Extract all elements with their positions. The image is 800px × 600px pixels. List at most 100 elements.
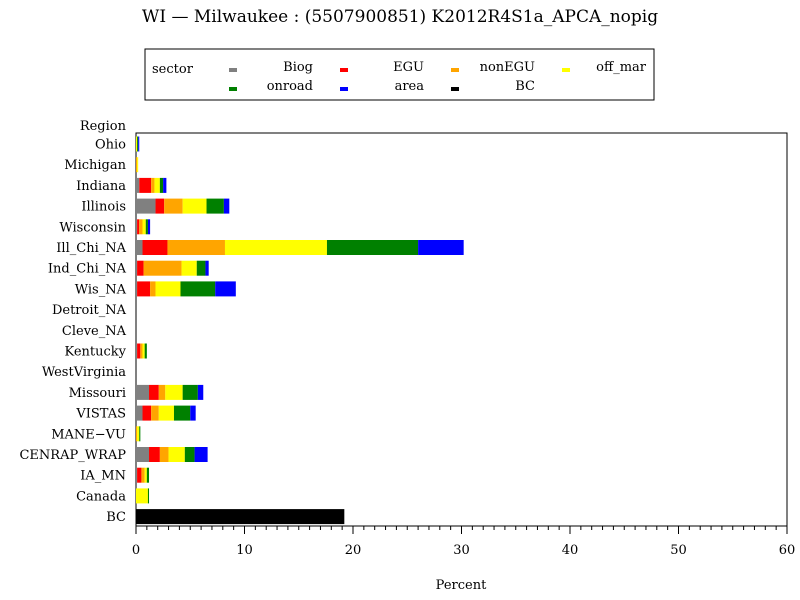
x-tick-label: 20 (345, 543, 362, 558)
category-label: Detroit_NA (52, 303, 127, 318)
legend-label: nonEGU (480, 60, 535, 75)
bar-segment-area (418, 240, 464, 255)
bar-segment-biog (136, 447, 150, 462)
bar-segment-area (215, 281, 236, 297)
bar-segment-onroad (146, 467, 150, 483)
category-labels: Ohio Michigan Indiana Illinois Wisconsin Ill_… (19, 138, 126, 526)
category-label: Indiana (76, 179, 126, 194)
category-label: IA_MN (80, 469, 126, 484)
bar-segment-nonegu (151, 177, 155, 193)
bar-segment-onroad (184, 447, 195, 462)
x-tick-label: 30 (453, 543, 470, 558)
bar-segment-off_mar (137, 157, 139, 173)
x-tick-label: 60 (779, 543, 796, 558)
bar-segment-biog (136, 198, 156, 214)
category-label: Wis_NA (75, 282, 127, 297)
legend-swatch-bc (451, 87, 459, 91)
bar-segment-biog (136, 240, 143, 255)
plot-frame (135, 132, 788, 527)
x-tick-label: 50 (670, 543, 687, 558)
bar-segment-biog (136, 467, 138, 483)
bar-segment-nonegu (143, 260, 182, 276)
bar-segment-area (197, 384, 204, 400)
legend-box (144, 48, 655, 101)
bar-segment-area (138, 136, 140, 152)
category-label: Canada (76, 489, 126, 504)
legend-swatch-area (340, 87, 348, 91)
bar-segment-off_mar (142, 219, 146, 235)
bar-segment-area (223, 198, 230, 214)
x-tick-label: 40 (562, 543, 579, 558)
bar-segment-area (194, 447, 208, 462)
legend-swatch-biog (229, 68, 237, 72)
category-label: WestVirginia (42, 365, 126, 380)
bar-segment-onroad (206, 198, 224, 214)
bar-segment-nonegu (141, 467, 145, 483)
category-label: Illinois (81, 200, 126, 215)
bar-segment-off_mar (168, 447, 185, 462)
bar-segment-egu (137, 260, 144, 276)
bar-segment-nonegu (140, 343, 143, 359)
bar-segment-egu (137, 281, 151, 297)
legend-label: area (395, 79, 425, 94)
x-axis: 0 10 20 30 40 50 60 (132, 526, 795, 558)
bar-segment-off_mar (155, 281, 181, 297)
bar-segment-off_mar (182, 198, 207, 214)
x-tick-label: 10 (236, 543, 253, 558)
legend-label: onroad (267, 79, 313, 94)
bar-segment-off_mar (224, 240, 327, 255)
bar-segment-biog (136, 384, 150, 400)
bar-segment-nonegu (151, 405, 159, 421)
legend-label: off_mar (596, 60, 647, 75)
legend-swatch-nonegu (451, 68, 459, 72)
bar-segment-egu (149, 384, 159, 400)
bars (136, 136, 464, 525)
legend-swatch-off_mar (562, 68, 570, 72)
bar-segment-nonegu (164, 198, 183, 214)
legend-swatch-onroad (229, 87, 237, 91)
bar-segment-onroad (173, 405, 191, 421)
chart-title: WI — Milwaukee : (5507900851) K2012R4S1a… (142, 7, 658, 27)
bar-segment-bc (136, 509, 345, 525)
category-label: Ill_Chi_NA (56, 241, 126, 256)
x-tick-label: 0 (132, 543, 140, 558)
bar-segment-onroad (159, 177, 164, 193)
bar-segment-biog (136, 260, 138, 276)
bar-segment-egu (139, 177, 152, 193)
bar-segment-egu (137, 467, 142, 483)
bar-segment-off_mar (142, 343, 145, 359)
category-label: Michigan (64, 158, 126, 173)
bar-segment-egu (142, 405, 152, 421)
bar-segment-nonegu (167, 240, 225, 255)
category-label: Ohio (95, 138, 126, 153)
legend-label: Biog (283, 60, 313, 75)
bar-segment-onroad (196, 260, 206, 276)
bar-segment-biog (136, 405, 143, 421)
legend-swatch-egu (340, 68, 348, 72)
legend-title: sector (152, 62, 194, 77)
bar-segment-onroad (145, 219, 148, 235)
category-label: CENRAP_WRAP (19, 448, 126, 463)
bar-segment-area (205, 260, 209, 276)
bar-segment-onroad (147, 488, 150, 504)
bar-segment-nonegu (150, 281, 156, 297)
bar-segment-off_mar (181, 260, 197, 276)
bar-segment-egu (155, 198, 165, 214)
bar-segment-nonegu (136, 426, 138, 442)
bar-segment-onroad (144, 343, 147, 359)
category-label: MANE−VU (51, 427, 126, 442)
bar-segment-biog (136, 177, 140, 193)
bar-segment-biog (136, 219, 138, 235)
bar-segment-nonegu (136, 157, 138, 173)
category-label: Ind_Chi_NA (48, 262, 127, 277)
category-label: Wisconsin (59, 220, 126, 235)
bar-segment-egu (137, 343, 141, 359)
bar-segment-egu (142, 240, 168, 255)
x-axis-title: Percent (436, 578, 487, 593)
bar-segment-off_mar (137, 426, 140, 442)
bar-segment-off_mar (154, 177, 160, 193)
legend-label: BC (515, 79, 535, 94)
bar-segment-onroad (137, 136, 139, 152)
bar-segment-off_mar (158, 405, 174, 421)
